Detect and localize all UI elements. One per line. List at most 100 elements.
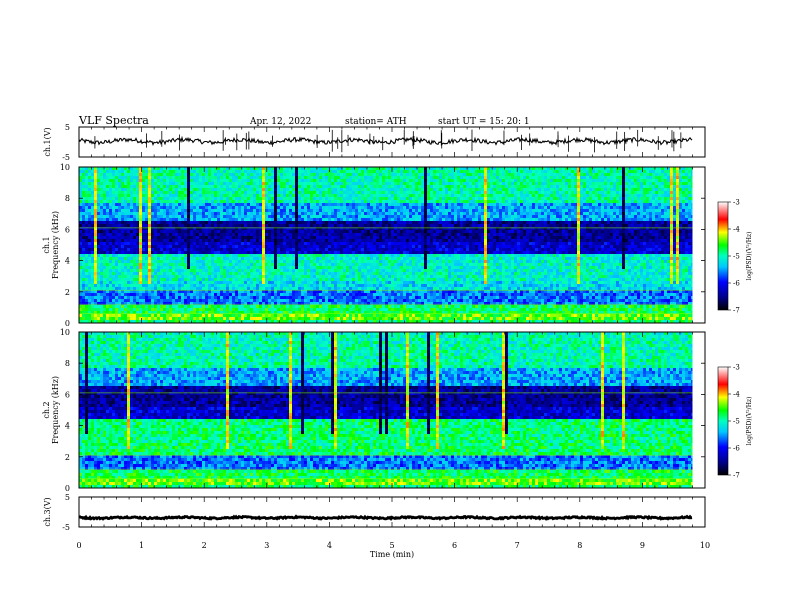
spectrogram-cell (244, 284, 248, 288)
spectrogram-cell (235, 287, 239, 291)
spectrogram-cell (241, 218, 245, 222)
spectrogram-cell (262, 239, 266, 243)
spectrogram-cell (220, 278, 224, 282)
spectrogram-cell (358, 317, 362, 321)
spectrogram-cell (289, 221, 293, 225)
spectrogram-cell (349, 236, 353, 240)
spectrogram-cell (235, 317, 239, 321)
spectrogram-cell (145, 176, 149, 180)
spectrogram-cell (325, 170, 329, 174)
spectrogram-cell (268, 215, 272, 219)
spectrogram-cell (211, 212, 215, 216)
spectrogram-cell (253, 284, 257, 288)
spectrogram-cell (151, 314, 155, 318)
spectrogram-cell (202, 296, 206, 300)
spectrogram-cell (295, 287, 299, 291)
spectrogram-cell (166, 191, 170, 195)
spectrogram-cell (199, 200, 203, 204)
spectrogram-cell (112, 209, 116, 213)
spectrogram-cell (214, 257, 218, 261)
spectrogram-cell (295, 257, 299, 261)
spectrogram-cell (136, 206, 140, 210)
spectrogram-cell (169, 311, 173, 315)
spectrogram-cell (346, 317, 350, 321)
spectrogram-cell (325, 242, 329, 246)
spectrogram-cell (121, 317, 125, 321)
spectrogram-cell (244, 245, 248, 249)
spectrogram-cell (142, 182, 146, 186)
spectrogram-cell (331, 299, 335, 303)
spectrogram-cell (340, 179, 344, 183)
spectrogram-cell (139, 302, 143, 306)
spectrogram-cell (322, 278, 326, 282)
spectrogram-cell (220, 230, 224, 234)
spectrogram-cell (292, 236, 296, 240)
spectrogram-cell (175, 206, 179, 210)
spectrogram-cell (292, 188, 296, 192)
spectrogram-cell (196, 185, 200, 189)
spectrogram-cell (346, 176, 350, 180)
spectrogram-cell (262, 209, 266, 213)
spectrogram-cell (334, 308, 338, 312)
spectrogram-cell (274, 266, 278, 270)
spectrogram-cell (289, 269, 293, 273)
spectrogram-cell (358, 173, 362, 177)
spectrogram-cell (202, 278, 206, 282)
spectrogram-cell (283, 200, 287, 204)
spectrogram-cell (166, 257, 170, 261)
spectrogram-cell (85, 269, 89, 273)
spectrogram-cell (139, 203, 143, 207)
spectrogram-cell (319, 266, 323, 270)
spectrogram-cell (217, 188, 221, 192)
spectrogram-cell (235, 257, 239, 261)
spectrogram-cell (334, 206, 338, 210)
spectrogram-cell (322, 305, 326, 309)
spectrogram-cell (307, 233, 311, 237)
spectrogram-cell (292, 185, 296, 189)
spectrogram-cell (340, 314, 344, 318)
spectrogram-cell (202, 269, 206, 273)
spectrogram-cell (274, 215, 278, 219)
spectrogram-cell (220, 197, 224, 201)
spectrogram-cell (136, 320, 140, 324)
spectrogram-cell (352, 302, 356, 306)
spectrogram-cell (325, 218, 329, 222)
spectrogram-cell (172, 236, 176, 240)
spectrogram-cell (316, 230, 320, 234)
spectrogram-cell (157, 212, 161, 216)
spectrogram-cell (94, 293, 98, 297)
spectrogram-cell (274, 224, 278, 228)
spectrogram-cell (244, 248, 248, 252)
spectrogram-cell (361, 317, 365, 321)
spectrogram-cell (184, 197, 188, 201)
spectrogram-cell (316, 260, 320, 264)
spectrogram-cell (172, 302, 176, 306)
spectrogram-cell (319, 239, 323, 243)
spectrogram-cell (163, 218, 167, 222)
spectrogram-cell (121, 194, 125, 198)
spectrogram-cell (199, 203, 203, 207)
spectrogram-cell (187, 200, 191, 204)
spectrogram-cell (340, 218, 344, 222)
spectrogram-cell (304, 233, 308, 237)
spectrogram-cell (196, 212, 200, 216)
spectrogram-cell (205, 320, 209, 324)
spectrogram-cell (220, 206, 224, 210)
spectrogram-cell (256, 248, 260, 252)
spectrogram-cell (328, 227, 332, 231)
spectrogram-cell (322, 281, 326, 285)
spectrogram-cell (280, 302, 284, 306)
spectrogram-cell (142, 215, 146, 219)
spectrogram-cell (355, 188, 359, 192)
spectrogram-cell (109, 278, 113, 282)
spectrogram-cell (142, 320, 146, 324)
spectrogram-cell (157, 197, 161, 201)
spectrogram-cell (298, 287, 302, 291)
spectrogram-cell (247, 287, 251, 291)
spectrogram-cell (223, 215, 227, 219)
spectrogram-cell (352, 242, 356, 246)
spectrogram-cell (142, 302, 146, 306)
spectrogram-cell (313, 272, 317, 276)
spectrogram-cell (331, 176, 335, 180)
spectrogram-cell (178, 320, 182, 324)
